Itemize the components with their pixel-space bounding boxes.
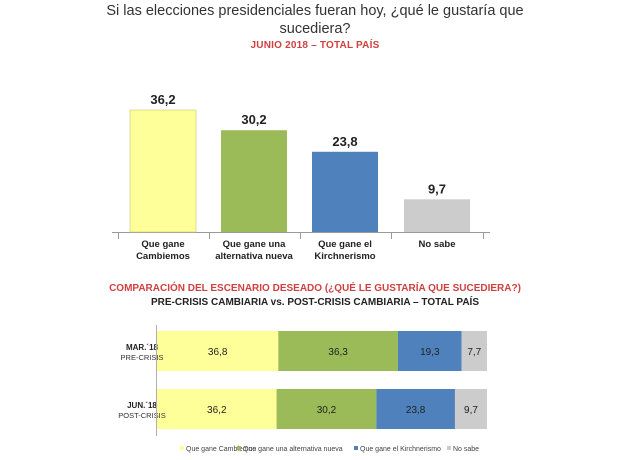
segment-value-label: 19,3 xyxy=(420,347,440,358)
legend-label: Que gane Cambiemos xyxy=(186,446,257,453)
segment-cambiemos xyxy=(157,331,279,371)
bar-value-label: 23,8 xyxy=(332,134,357,149)
category-label: Cambiemos xyxy=(136,251,190,262)
segment-value-label: 36,8 xyxy=(208,347,228,358)
legend-swatch-kirchnerismo xyxy=(354,446,358,450)
segment-value-label: 36,2 xyxy=(207,405,227,416)
category-label: Que gane xyxy=(141,239,184,250)
legend-label: No sabe xyxy=(453,446,479,453)
legend-swatch-cambiemos xyxy=(180,446,184,450)
bar-kirchnerismo xyxy=(312,151,378,232)
segment-kirchnerismo xyxy=(397,331,462,371)
legend-label: Que gane el Kirchnerismo xyxy=(360,446,441,453)
category-label: No sabe xyxy=(419,239,456,250)
chart-title-line1: Si las elecciones presidenciales fueran … xyxy=(106,3,524,19)
legend-swatch-nosabe xyxy=(447,446,451,450)
segment-cambiemos xyxy=(157,389,277,429)
segment-value-label: 9,7 xyxy=(464,405,478,416)
bar-value-label: 9,7 xyxy=(428,181,446,196)
row-label: MAR.´18 xyxy=(126,343,159,352)
bar-value-label: 36,2 xyxy=(150,92,175,107)
chart-subtitle: JUNIO 2018 – TOTAL PAÍS xyxy=(250,40,380,51)
row-sublabel: POST-CRISIS xyxy=(118,411,166,420)
row-label: JUN.´18 xyxy=(127,401,157,410)
category-label: Que gane el xyxy=(318,239,372,250)
bar-nosabe xyxy=(404,199,470,232)
bar-cambiemos xyxy=(129,109,197,233)
category-label: Kirchnerismo xyxy=(314,251,375,262)
segment-kirchnerismo xyxy=(376,389,455,429)
bar-alternativa xyxy=(221,130,287,232)
category-label: Que gane una xyxy=(223,239,287,250)
legend-label: Que gane una alternativa nueva xyxy=(243,446,343,453)
segment-nosabe xyxy=(461,331,487,371)
segment-value-label: 23,8 xyxy=(406,405,426,416)
segment-alternativa xyxy=(276,389,377,429)
row-sublabel: PRE-CRISIS xyxy=(121,353,164,362)
category-label: alternativa nueva xyxy=(215,251,293,262)
chart-title-line2: sucediera? xyxy=(279,21,351,37)
segment-value-label: 7,7 xyxy=(467,347,481,358)
comparison-subtitle: PRE-CRISIS CAMBIARIA vs. POST-CRISIS CAM… xyxy=(151,297,479,308)
comparison-title: COMPARACIÓN DEL ESCENARIO DESEADO (¿QUÉ … xyxy=(109,283,521,294)
segment-alternativa xyxy=(278,331,398,371)
chart-title: Si las elecciones presidenciales fueran … xyxy=(0,2,630,38)
segment-value-label: 30,2 xyxy=(317,405,337,416)
legend-swatch-alternativa xyxy=(237,446,241,450)
segment-nosabe xyxy=(454,389,487,429)
bar-value-label: 30,2 xyxy=(241,112,266,127)
segment-value-label: 36,3 xyxy=(328,347,348,358)
